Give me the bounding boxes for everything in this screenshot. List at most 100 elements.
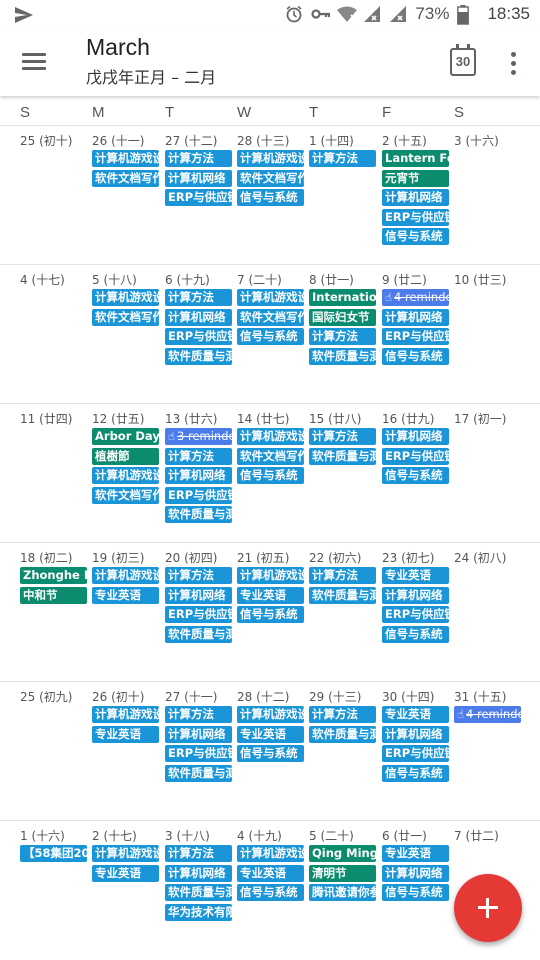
event-chip[interactable]: 计算方法 [309,567,376,584]
event-chip[interactable]: 计算机网络 [382,725,449,743]
event-chip[interactable]: 专业英语 [237,586,304,604]
menu-button[interactable] [14,46,54,78]
day-cell[interactable]: 21 (初五) 计算机游戏设计专业英语信号与系统 [237,543,310,682]
day-number[interactable]: 24 (初八) [454,551,507,565]
day-number[interactable]: 25 (初十) [20,134,73,148]
event-chip[interactable]: 软件文档写作 [92,169,159,187]
event-chip[interactable]: 软件文档写作 [237,169,304,187]
event-chip[interactable]: ERP与供应链 [165,189,232,206]
day-number[interactable]: 18 (初二) [20,551,73,565]
day-number[interactable]: 6 (十九) [165,273,210,287]
day-number[interactable]: 8 (廿一) [309,273,354,287]
event-chip[interactable]: 信号与系统 [237,884,304,901]
event-chip[interactable]: 信号与系统 [237,189,304,206]
day-number[interactable]: 14 (廿七) [237,412,290,426]
event-chip[interactable]: 计算机游戏设计 [237,428,304,445]
day-number[interactable]: 4 (十九) [237,829,282,843]
event-chip[interactable]: 软件质量与测试 [309,586,376,604]
event-chip[interactable]: 计算机游戏设计 [237,567,304,584]
reminder-chip[interactable]: ☝4 reminders [454,706,521,723]
day-cell[interactable]: 15 (廿八) 计算方法软件质量与测试 [309,404,382,543]
event-chip[interactable]: 计算机网络 [382,586,449,604]
holiday-event-chip[interactable]: Arbor Day [92,428,159,445]
event-chip[interactable]: 计算机游戏设计 [92,467,159,484]
event-chip[interactable]: 专业英语 [92,864,159,882]
event-chip[interactable]: 专业英语 [237,864,304,882]
day-cell[interactable]: 5 (二十) Qing Ming Jie 清明节腾讯邀请你参加 [309,821,382,960]
overflow-menu-button[interactable] [500,50,526,78]
holiday-event-chip[interactable]: 元宵节 [382,169,449,187]
day-cell[interactable]: 29 (十三) 计算方法软件质量与测试 [309,682,382,821]
day-cell[interactable]: 3 (十六) [454,126,527,265]
event-chip[interactable]: ERP与供应链 [382,606,449,623]
event-chip[interactable]: 软件文档写作 [92,486,159,504]
day-cell[interactable]: 11 (廿四) [20,404,93,543]
day-number[interactable]: 27 (十二) [165,134,218,148]
day-number[interactable]: 11 (廿四) [20,412,73,426]
day-number[interactable]: 1 (十四) [309,134,354,148]
day-number[interactable]: 17 (初一) [454,412,507,426]
event-chip[interactable]: 华为技术有限公司 [165,903,232,921]
day-number[interactable]: 15 (廿八) [309,412,362,426]
day-cell[interactable]: 22 (初六) 计算方法软件质量与测试 [309,543,382,682]
month-title[interactable]: March [86,34,150,60]
event-chip[interactable]: 计算机网络 [165,467,232,484]
day-cell[interactable]: 25 (初九) [20,682,93,821]
day-number[interactable]: 3 (十六) [454,134,499,148]
day-cell[interactable]: 4 (十九) 计算机游戏设计专业英语信号与系统 [237,821,310,960]
event-chip[interactable]: 计算机游戏设计 [237,845,304,862]
day-cell[interactable]: 25 (初十) [20,126,93,265]
event-chip[interactable]: 软件质量与测试 [165,506,232,523]
event-chip[interactable]: 软件质量与测试 [309,347,376,365]
event-chip[interactable]: 专业英语 [92,586,159,604]
event-chip[interactable]: 软件文档写作 [92,308,159,326]
event-chip[interactable]: 计算机游戏设计 [237,289,304,306]
event-chip[interactable]: 计算机游戏设计 [237,706,304,723]
day-number[interactable]: 23 (初七) [382,551,435,565]
day-number[interactable]: 7 (廿二) [454,829,499,843]
holiday-event-chip[interactable]: Qing Ming Jie [309,845,376,862]
day-number[interactable]: 2 (十七) [92,829,137,843]
day-number[interactable]: 13 (廿六) [165,412,218,426]
day-cell[interactable]: 3 (十八) 计算方法计算机网络软件质量与测试华为技术有限公司 [165,821,238,960]
event-chip[interactable]: 计算机网络 [165,308,232,326]
day-number[interactable]: 10 (廿三) [454,273,507,287]
day-number[interactable]: 20 (初四) [165,551,218,565]
today-button[interactable]: 30 [450,44,476,76]
day-number[interactable]: 27 (十一) [165,690,218,704]
event-chip[interactable]: ERP与供应链 [382,208,449,226]
event-chip[interactable]: 计算方法 [165,845,232,862]
event-chip[interactable]: 计算机网络 [382,189,449,206]
day-cell[interactable]: 2 (十七) 计算机游戏设计专业英语 [92,821,165,960]
day-number[interactable]: 7 (二十) [237,273,282,287]
day-number[interactable]: 12 (廿五) [92,412,145,426]
event-chip[interactable]: 计算机游戏设计 [237,150,304,167]
event-chip[interactable]: 计算机游戏设计 [92,150,159,167]
event-chip[interactable]: 计算机网络 [165,169,232,187]
day-number[interactable]: 19 (初三) [92,551,145,565]
day-number[interactable]: 29 (十三) [309,690,362,704]
day-cell[interactable]: 6 (廿一) 专业英语 计算机网络 信号与系统 [382,821,455,960]
day-cell[interactable]: 28 (十三) 计算机游戏设计软件文档写作信号与系统 [237,126,310,265]
day-cell[interactable]: 4 (十七) [20,265,93,404]
day-number[interactable]: 16 (廿九) [382,412,435,426]
day-number[interactable]: 31 (十五) [454,690,507,704]
event-chip[interactable]: 计算机网络 [382,308,449,326]
event-chip[interactable]: 软件质量与测试 [309,725,376,743]
event-chip[interactable]: 计算机网络 [165,864,232,882]
event-chip[interactable]: 计算机游戏设计 [92,845,159,862]
day-cell[interactable]: 18 (初二) Zhonghe Festival 中和节 [20,543,93,682]
event-chip[interactable]: 计算机游戏设计 [92,567,159,584]
day-number[interactable]: 5 (二十) [309,829,354,843]
event-chip[interactable]: 计算方法 [165,150,232,167]
event-chip[interactable]: 计算方法 [165,567,232,584]
event-chip[interactable]: 计算方法 [309,706,376,723]
day-cell[interactable]: 31 (十五) ☝4 reminders [454,682,527,821]
event-chip[interactable]: ERP与供应链 [382,745,449,762]
